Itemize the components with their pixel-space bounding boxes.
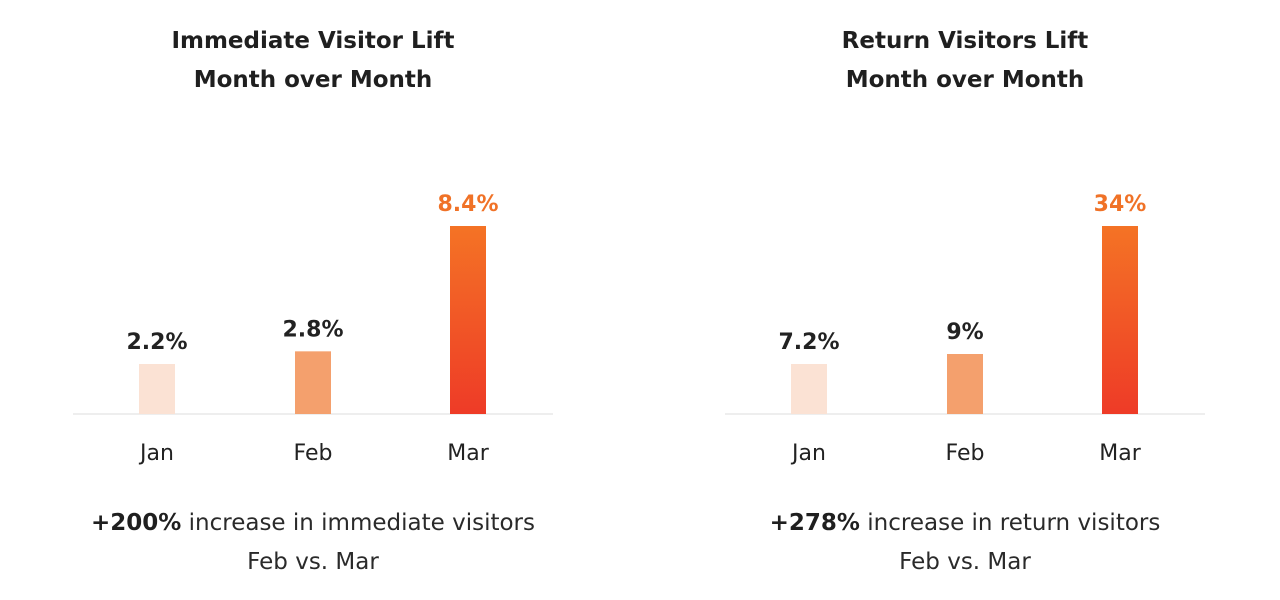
bar-feb: [947, 354, 983, 414]
category-label: Feb: [946, 441, 985, 466]
bar-jan: [139, 364, 175, 414]
summary-line1: +278% increase in return visitors: [665, 504, 1265, 543]
chart-title-line2: Month over Month: [193, 67, 433, 93]
category-label: Jan: [138, 441, 174, 466]
summary-line1: +200% increase in immediate visitors: [13, 504, 613, 543]
summary-line2: Feb vs. Mar: [247, 549, 379, 575]
chart-panel-immediate: Immediate Visitor Lift Month over Month …: [13, 0, 613, 600]
chart-title-line1: Return Visitors Lift: [841, 28, 1089, 54]
chart-title: Return Visitors Lift Month over Month: [665, 22, 1265, 100]
bar-feb: [295, 351, 331, 414]
bar-value-label: 8.4%: [437, 192, 498, 217]
bar-value-label: 2.2%: [126, 330, 187, 355]
chart-title: Immediate Visitor Lift Month over Month: [13, 22, 613, 100]
summary-line2: Feb vs. Mar: [899, 549, 1031, 575]
category-label: Feb: [294, 441, 333, 466]
chart-summary: +200% increase in immediate visitors Feb…: [13, 504, 613, 582]
chart-title-line1: Immediate Visitor Lift: [171, 28, 455, 54]
summary-increase-value: +200%: [91, 510, 182, 536]
bar-mar: [450, 226, 486, 414]
category-label: Jan: [790, 441, 826, 466]
bar-value-label: 34%: [1094, 192, 1147, 217]
summary-increase-text: increase in immediate visitors: [181, 510, 535, 536]
bar-value-label: 2.8%: [282, 317, 343, 342]
summary-increase-value: +278%: [769, 510, 860, 536]
category-label: Mar: [1099, 441, 1141, 466]
bar-jan: [791, 364, 827, 414]
bar-chart: 7.2% Jan 9% Feb 34% Mar: [725, 192, 1205, 466]
chart-summary: +278% increase in return visitors Feb vs…: [665, 504, 1265, 582]
summary-increase-text: increase in return visitors: [859, 510, 1161, 536]
bar-mar: [1102, 226, 1138, 414]
bar-chart: 2.2% Jan 2.8% Feb 8.4% Mar: [73, 192, 553, 466]
chart-title-line2: Month over Month: [845, 67, 1085, 93]
chart-panel-return: Return Visitors Lift Month over Month 7.…: [665, 0, 1265, 600]
bar-value-label: 9%: [946, 320, 983, 345]
bar-value-label: 7.2%: [778, 330, 839, 355]
category-label: Mar: [447, 441, 489, 466]
